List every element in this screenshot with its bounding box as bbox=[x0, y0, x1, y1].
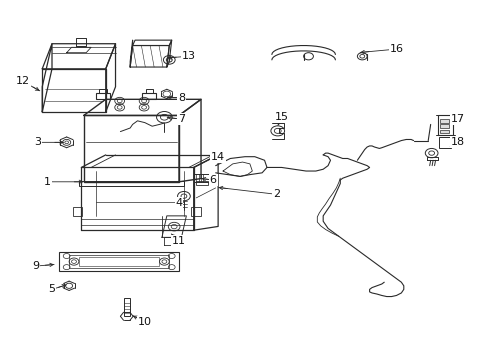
Text: 3: 3 bbox=[34, 138, 41, 147]
Text: 13: 13 bbox=[182, 51, 196, 61]
Text: 11: 11 bbox=[172, 236, 186, 246]
Bar bbox=[79, 257, 159, 266]
Text: 16: 16 bbox=[390, 44, 403, 54]
Bar bbox=[96, 93, 110, 99]
Bar bbox=[146, 89, 153, 93]
Bar bbox=[99, 89, 107, 93]
Bar bbox=[196, 181, 208, 185]
Text: 15: 15 bbox=[275, 112, 289, 122]
Text: 10: 10 bbox=[138, 317, 152, 327]
Text: 14: 14 bbox=[211, 152, 225, 162]
Bar bbox=[194, 174, 211, 182]
Bar bbox=[59, 252, 179, 271]
Bar bbox=[441, 119, 449, 123]
Text: 12: 12 bbox=[16, 76, 30, 86]
Bar bbox=[441, 130, 449, 134]
Bar bbox=[124, 298, 130, 316]
Bar bbox=[79, 181, 184, 186]
Bar bbox=[73, 207, 82, 216]
Text: 5: 5 bbox=[49, 284, 55, 294]
Bar bbox=[439, 137, 451, 148]
Text: 8: 8 bbox=[178, 93, 185, 103]
Text: 2: 2 bbox=[273, 189, 280, 199]
Bar bbox=[84, 116, 179, 182]
Text: 17: 17 bbox=[450, 114, 465, 124]
Bar bbox=[69, 255, 169, 268]
Bar bbox=[143, 93, 156, 99]
Bar bbox=[191, 207, 201, 216]
Text: 9: 9 bbox=[32, 261, 39, 271]
Text: 7: 7 bbox=[178, 114, 185, 124]
Text: 6: 6 bbox=[210, 175, 217, 185]
Text: 1: 1 bbox=[44, 177, 50, 187]
Text: 18: 18 bbox=[450, 138, 465, 147]
Bar bbox=[441, 125, 449, 128]
Bar bbox=[438, 116, 453, 135]
Text: 4: 4 bbox=[175, 198, 183, 208]
